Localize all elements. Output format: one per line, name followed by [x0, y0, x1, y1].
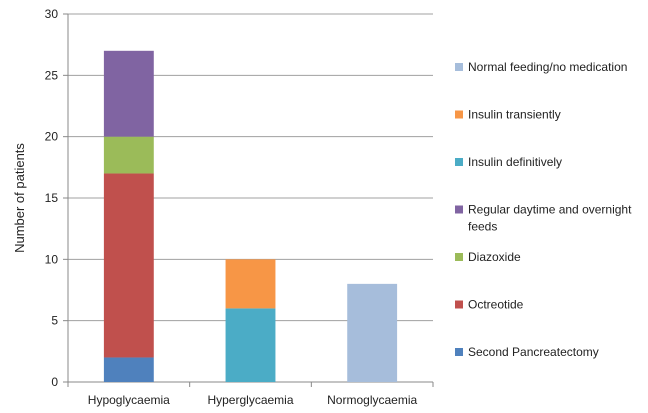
- legend-item: Regular daytime and overnight feeds: [455, 203, 632, 234]
- bar-segment: [225, 259, 276, 309]
- y-tick-label: 25: [45, 68, 59, 82]
- y-tick-label: 0: [51, 375, 58, 389]
- legend-label: Diazoxide: [468, 250, 521, 264]
- y-tick-label: 15: [45, 191, 59, 205]
- legend: Normal feeding/no medication Insulin tran…: [455, 60, 632, 359]
- legend-label: Insulin transiently: [468, 108, 561, 122]
- legend-label: Second Pancreatectomy: [468, 345, 599, 359]
- legend-swatch: [455, 63, 463, 71]
- legend-label: Octreotide: [468, 298, 524, 312]
- y-tick-labels: 0 5 10 15 20 25 30: [45, 7, 59, 389]
- y-tick-label: 30: [45, 7, 59, 21]
- legend-label: Insulin definitively: [468, 155, 562, 169]
- bar-segment: [103, 136, 154, 174]
- legend-swatch: [455, 205, 463, 214]
- legend-label: Normal feeding/no medication: [468, 60, 627, 74]
- bar-segment: [103, 50, 154, 137]
- legend-swatch: [455, 158, 463, 166]
- bars: [103, 50, 398, 382]
- legend-swatch: [455, 110, 463, 119]
- bar-segment: [103, 357, 154, 382]
- y-axis-label: Number of patients: [12, 143, 27, 253]
- legend-item: Second Pancreatectomy: [455, 345, 599, 359]
- legend-item: Diazoxide: [455, 250, 521, 264]
- x-tick-label: Normoglycaemia: [327, 393, 417, 407]
- x-tick-label: Hypoglycaemia: [88, 393, 170, 407]
- bar-segment: [103, 173, 154, 358]
- legend-item: Octreotide: [455, 298, 524, 312]
- legend-item: Normal feeding/no medication: [455, 60, 627, 74]
- bar-segment: [347, 283, 398, 382]
- legend-swatch: [455, 300, 463, 309]
- legend-item: Insulin definitively: [455, 155, 562, 169]
- bar-segment: [225, 308, 276, 382]
- legend-item: Insulin transiently: [455, 108, 561, 122]
- y-tick-label: 20: [45, 130, 59, 144]
- legend-label: Regular daytime and overnight feeds: [468, 203, 632, 234]
- y-tick-label: 10: [45, 252, 59, 266]
- legend-swatch: [455, 253, 463, 261]
- y-tick-label: 5: [51, 314, 58, 328]
- x-tick-label: Hyperglycaemia: [207, 393, 293, 407]
- legend-swatch: [455, 348, 463, 356]
- x-tick-labels: Hypoglycaemia Hyperglycaemia Normoglycaemi…: [88, 393, 418, 407]
